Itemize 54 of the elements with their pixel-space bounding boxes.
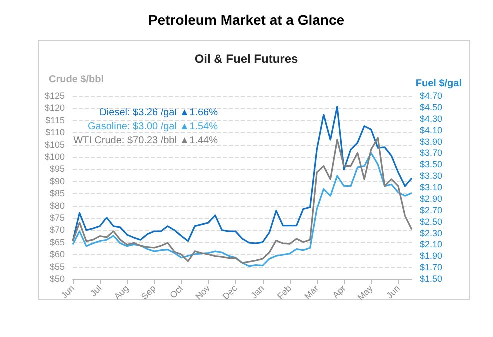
x-tick-label: Jun <box>59 283 77 301</box>
y2-tick-label: $4.70 <box>420 91 443 101</box>
x-tick-label: Mar <box>302 283 321 302</box>
y-tick-label: $60 <box>50 250 65 260</box>
y-tick-label: $65 <box>50 237 65 248</box>
y2-tick-label: $3.30 <box>420 171 443 182</box>
y-tick-label: $105 <box>44 140 65 150</box>
x-tick-label: Nov <box>194 283 212 302</box>
y-tick-label: $85 <box>50 188 65 199</box>
y-tick-label: $75 <box>50 213 65 223</box>
y-tick-label: $115 <box>46 115 65 126</box>
y2-tick-label: $2.30 <box>420 228 443 238</box>
x-tick-label: Feb <box>275 283 294 302</box>
chart-title: Petroleum Market at a Glance <box>148 12 345 28</box>
y2-tick-label: $3.70 <box>420 148 443 158</box>
x-tick-label: May <box>356 283 376 303</box>
line-series <box>72 106 413 244</box>
annotation: Diesel: $3.26 /gal ▲1.66% <box>100 108 218 118</box>
y2-tick-label: $2.90 <box>420 194 443 204</box>
x-tick-label: Aug <box>112 283 131 302</box>
y-tick-label: $55 <box>50 262 65 272</box>
y2-tick-label: $1.90 <box>420 251 443 262</box>
y2-tick-label: $3.50 <box>420 160 443 170</box>
annotation: Gasoline: $3.00 /gal ▲1.54% <box>88 122 218 132</box>
y2-tick-label: $2.10 <box>420 240 443 250</box>
y2-tick-label: $4.50 <box>420 102 443 112</box>
x-tick-label: Sep <box>140 283 158 302</box>
y2-tick-label: $4.30 <box>420 114 443 124</box>
y-tick-label: $70 <box>50 225 65 236</box>
y2-tick-label: $2.50 <box>420 216 443 227</box>
y2-tick-label: $1.70 <box>420 262 443 273</box>
x-tick-label: Jul <box>88 283 104 299</box>
y2-tick-label: $3.10 <box>420 182 443 192</box>
y-tick-label: $90 <box>50 176 65 186</box>
y2-axis-title: Fuel $/gal <box>416 78 462 90</box>
annotation: WTI Crude: $70.23 /bbl ▲1.44% <box>74 136 218 146</box>
y2-tick-label: $1.50 <box>420 274 443 284</box>
y2-tick-label: $2.70 <box>420 205 443 216</box>
x-tick-label: Oct <box>168 283 186 300</box>
y-tick-label: $80 <box>50 200 65 211</box>
y-tick-label: $120 <box>44 103 65 114</box>
x-tick-label: Apr <box>330 283 348 300</box>
chart-subtitle: Oil & Fuel Futures <box>194 52 298 66</box>
y-tick-label: $110 <box>46 128 65 138</box>
y-tick-label: $100 <box>44 152 65 162</box>
y-axis-title: Crude $/bbl <box>49 74 104 86</box>
x-tick-label: Jan <box>249 283 266 301</box>
y-tick-label: $50 <box>50 274 65 284</box>
x-tick-label: Dec <box>220 283 240 302</box>
y2-tick-label: $4.10 <box>420 125 443 136</box>
x-tick-label: Jun <box>384 283 402 301</box>
y-tick-label: $125 <box>44 91 65 101</box>
y-tick-label: $95 <box>50 164 65 174</box>
y2-tick-label: $3.90 <box>420 136 443 147</box>
